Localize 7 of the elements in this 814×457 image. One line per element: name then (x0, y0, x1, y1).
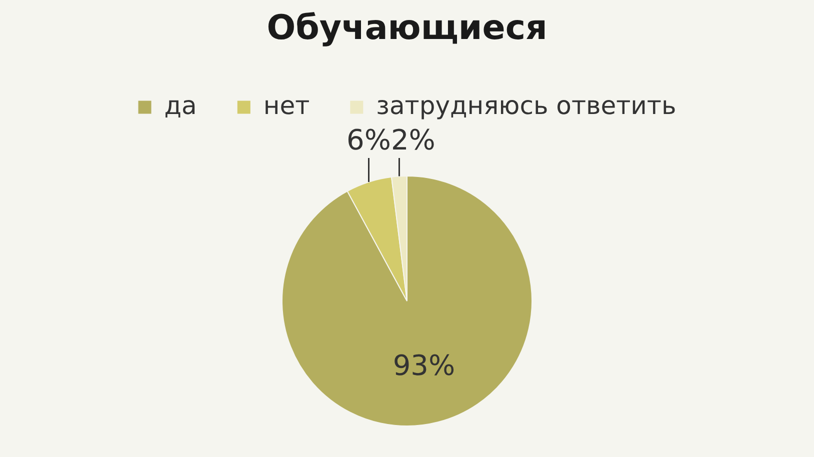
chart-title: Обучающиеся (266, 8, 548, 48)
legend-label: нет (263, 90, 310, 120)
data-label: 6% (346, 123, 391, 156)
legend-label: затрудняюсь ответить (376, 90, 676, 120)
legend-label: да (164, 90, 197, 120)
data-label: 2% (390, 123, 436, 156)
data-label: 93% (392, 348, 456, 382)
